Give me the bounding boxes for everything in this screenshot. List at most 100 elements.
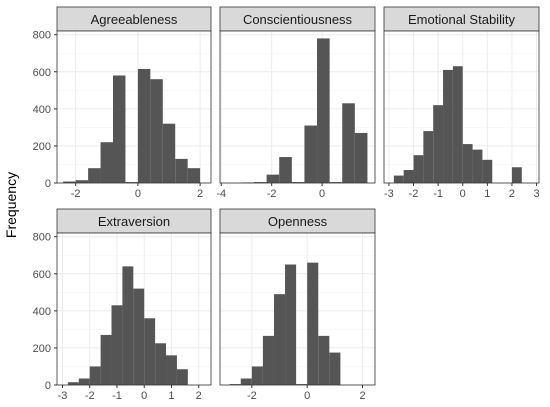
histogram-bar — [75, 180, 89, 183]
histogram-bar — [285, 264, 297, 385]
panels-layer: Agreeableness-2 0 20200400600800Conscienti… — [33, 6, 540, 402]
histogram-bar — [403, 170, 414, 183]
x-tick-label: 2 — [196, 390, 202, 402]
histogram-bar — [155, 343, 167, 385]
histogram-bar — [254, 182, 267, 183]
x-tick-label: -2 — [267, 188, 277, 200]
facet-panel: Emotional Stability -3 -2 -1 0 1 2 3 — [383, 6, 540, 200]
facet-strip-title: Agreeableness — [91, 12, 178, 27]
histogram-bar — [175, 158, 188, 183]
histogram-bar — [354, 132, 368, 183]
histogram-bar — [137, 69, 151, 183]
histogram-bar — [166, 355, 177, 385]
x-tick-label: 0 — [304, 390, 310, 402]
panel-border — [383, 30, 540, 184]
histogram-bar — [144, 318, 156, 385]
x-tick-label: -2 — [247, 390, 257, 402]
histogram-bar — [67, 382, 79, 385]
y-tick-label: 600 — [33, 67, 51, 79]
histogram-bar — [511, 167, 522, 183]
x-tick-label: 1 — [168, 390, 174, 402]
histogram-bar — [133, 288, 145, 385]
histogram-bar — [296, 384, 308, 385]
y-tick-label: 400 — [33, 306, 51, 318]
histogram-bar — [304, 125, 318, 183]
histogram-bar — [100, 334, 112, 385]
facet-panel: Conscientiousness -4 -2 0 — [216, 6, 376, 200]
facet-panel: Agreeableness -2 0 2 0 200 400 600 800 — [33, 6, 212, 200]
histogram-bar — [240, 378, 252, 385]
histogram-bar — [122, 266, 134, 385]
facet-strip-title: Openness — [268, 214, 328, 229]
x-tick-label: -2 — [409, 188, 419, 200]
histogram-bar — [291, 182, 305, 183]
histogram-bar — [329, 352, 341, 385]
histogram-bar — [393, 175, 404, 183]
facet-panel: Openness -2 0 2 — [219, 208, 376, 402]
x-tick-label: -2 — [85, 390, 95, 402]
x-tick-label: 0 — [141, 390, 147, 402]
histogram-bar — [162, 123, 176, 183]
x-tick-label: 0 — [460, 188, 466, 200]
histogram-bar — [307, 262, 319, 385]
histogram-bar — [150, 79, 163, 183]
y-axis-title: Frequency — [3, 172, 19, 238]
y-tick-label: 0 — [45, 178, 51, 190]
histogram-bar — [423, 131, 434, 183]
histogram-bar — [462, 144, 473, 183]
histogram-bar — [443, 69, 453, 183]
y-tick-label: 600 — [33, 269, 51, 281]
y-tick-label: 800 — [33, 232, 51, 244]
y-tick-label: 0 — [45, 380, 51, 392]
x-tick-label: -1 — [433, 188, 443, 200]
panel-border — [219, 30, 376, 184]
histogram-bar — [187, 168, 201, 183]
histogram-bar — [229, 384, 241, 385]
histogram-bar — [452, 66, 463, 183]
x-tick-label: -2 — [71, 188, 81, 200]
y-tick-label: 800 — [33, 30, 51, 42]
histogram-bar — [125, 182, 138, 183]
facet-strip — [383, 6, 540, 32]
x-tick-label: 0 — [319, 188, 325, 200]
y-tick-label: 200 — [33, 141, 51, 153]
histogram-bar — [482, 159, 493, 183]
facet-panel: Extraversion -3 -2 -1 0 1 2 0 200 400 600 800 — [33, 208, 212, 402]
facet-strip — [219, 208, 376, 234]
panel-border — [219, 232, 376, 386]
histogram-bar — [329, 182, 343, 183]
histogram-bar — [176, 369, 188, 385]
histogram-bar — [63, 181, 76, 183]
y-tick-label: 200 — [33, 343, 51, 355]
histogram-bar — [266, 174, 280, 183]
histogram-bar — [273, 294, 286, 385]
histogram-bar — [262, 335, 274, 385]
x-tick-label: 1 — [484, 188, 490, 200]
histogram-bar — [100, 142, 113, 183]
histogram-bar — [413, 155, 424, 183]
x-tick-label: -4 — [216, 188, 226, 200]
panel-background — [220, 233, 375, 385]
histogram-bar — [318, 335, 330, 385]
histogram-bar — [279, 157, 292, 183]
facet-strip — [56, 208, 212, 234]
y-tick-label: 400 — [33, 104, 51, 116]
x-tick-label: -3 — [384, 188, 394, 200]
histogram-bar — [342, 103, 355, 183]
histogram-bar — [472, 149, 483, 183]
x-tick-label: 3 — [533, 188, 539, 200]
x-tick-label: 2 — [197, 188, 203, 200]
histogram-bar — [251, 366, 263, 385]
histogram-bar — [113, 75, 126, 183]
histogram-bar — [433, 105, 444, 183]
histogram-bar — [78, 378, 90, 385]
panel-background — [57, 31, 211, 183]
facet-strip-title: Conscientiousness — [243, 12, 353, 27]
panel-border — [56, 30, 212, 184]
facet-strip — [56, 6, 212, 32]
facet-strip-title: Emotional Stability — [408, 12, 515, 27]
x-tick-label: -3 — [58, 390, 68, 402]
histogram-bar — [89, 366, 101, 385]
histogram-bar — [317, 38, 330, 183]
x-tick-label: 2 — [509, 188, 515, 200]
